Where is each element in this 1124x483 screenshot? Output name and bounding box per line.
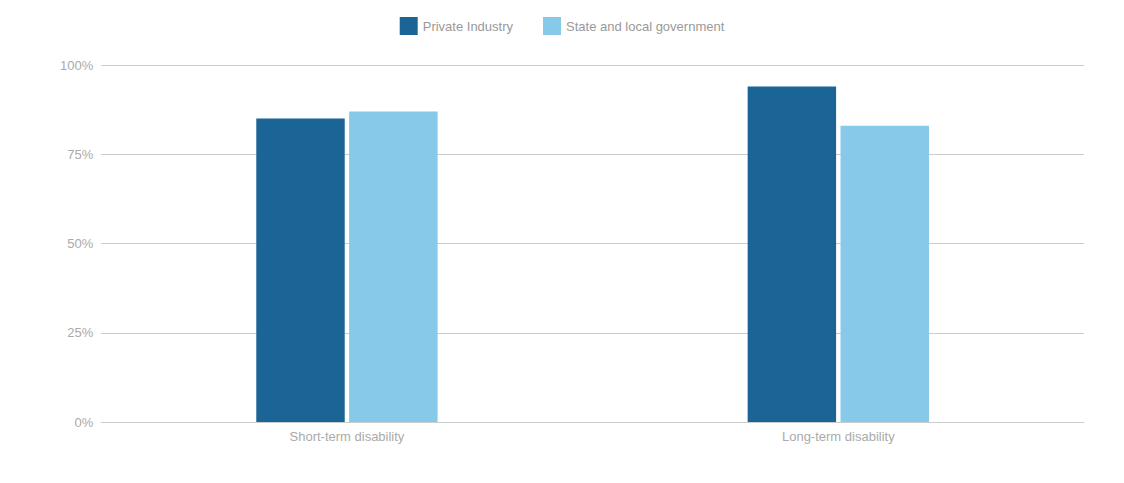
svg-text:0%: 0% [74,415,93,430]
svg-text:50%: 50% [67,236,93,251]
svg-text:Private Industry: Private Industry [423,19,514,34]
svg-text:100%: 100% [60,58,94,73]
svg-text:75%: 75% [67,147,93,162]
svg-text:State and local government: State and local government [566,19,725,34]
svg-text:Short-term disability: Short-term disability [289,429,404,444]
svg-text:25%: 25% [67,325,93,340]
svg-text:Long-term disability: Long-term disability [782,429,895,444]
